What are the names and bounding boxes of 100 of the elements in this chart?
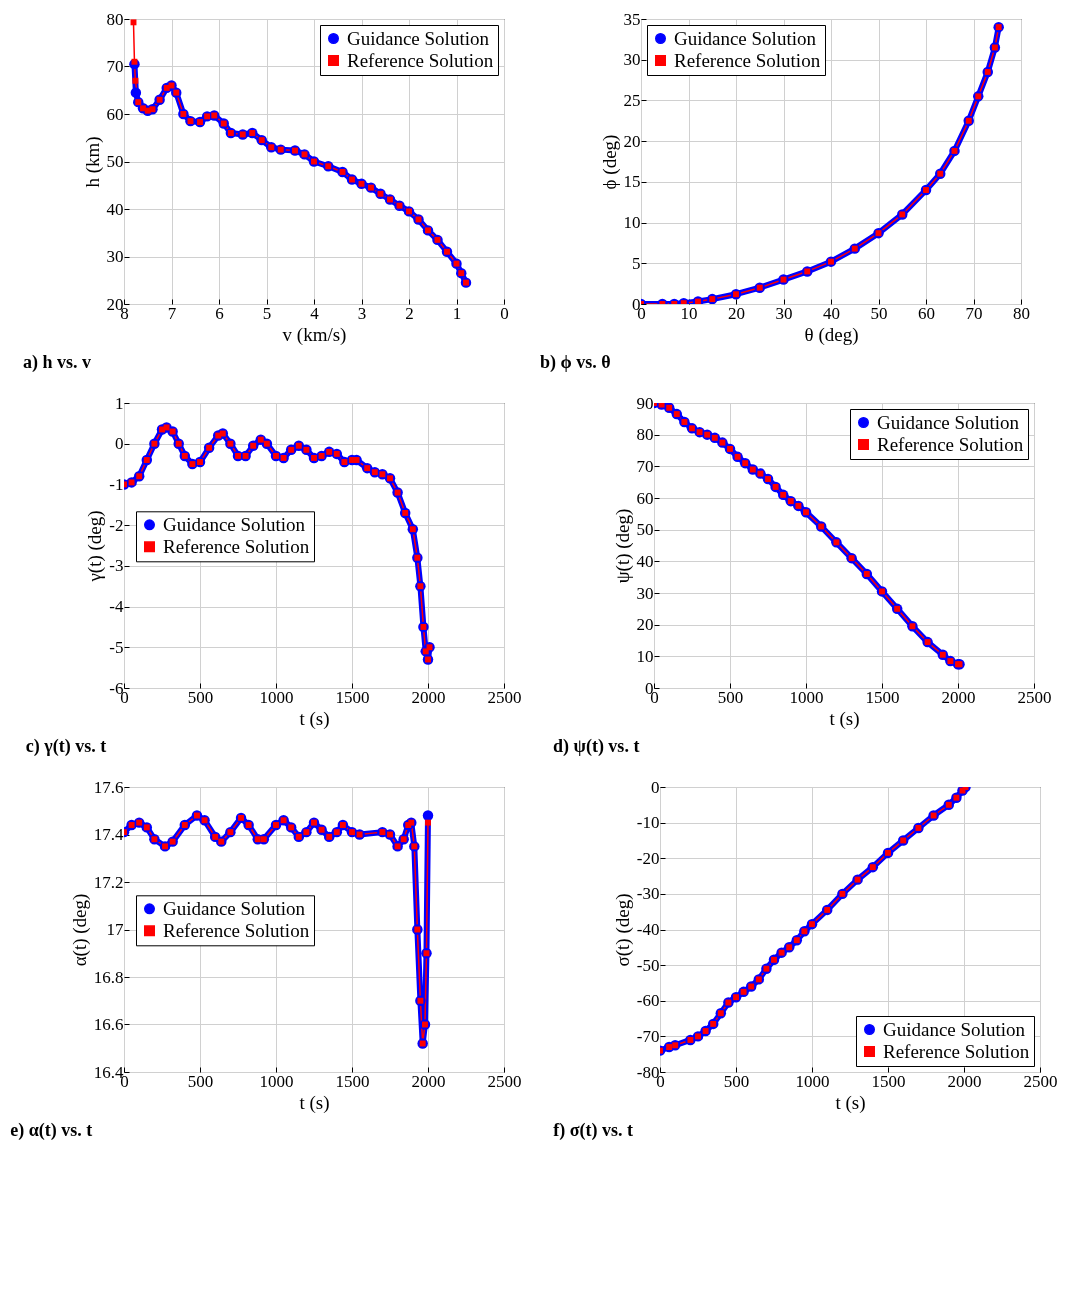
x-axis-title: t (s) (829, 707, 860, 730)
y-tick-label: -60 (636, 991, 660, 1011)
text: a) h vs. v (23, 352, 92, 373)
y-axis-title: ψ(t) (deg) (611, 508, 634, 584)
x-tick-label: 1 (452, 303, 462, 323)
text: b) ϕ vs. θ (540, 352, 611, 373)
y-tick-label: 35 (623, 9, 641, 29)
x-axis-title: t (s) (835, 1091, 866, 1114)
x-tick-label: 2500 (487, 1071, 522, 1091)
x-tick-label: 2000 (411, 1071, 446, 1091)
legend-label: Reference Solution (883, 1040, 1030, 1062)
legend-label: Reference Solution (674, 49, 821, 71)
y-tick-label: 70 (106, 57, 124, 76)
text: c) γ(t) vs. t (25, 736, 107, 757)
text: d) ψ(t) vs. t (553, 736, 640, 757)
x-tick-label: 30 (775, 303, 793, 323)
x-axis-title: θ (deg) (804, 323, 859, 346)
y-tick-label: 25 (623, 90, 641, 110)
x-tick-label: 80 (1013, 303, 1030, 323)
y-tick-label: 16.6 (93, 1015, 124, 1034)
point (131, 58, 138, 65)
legend-label: Reference Solution (163, 535, 310, 557)
x-tick-label: 500 (723, 1071, 750, 1091)
x-tick-label: 1000 (795, 1071, 830, 1091)
x-tick-label: 2000 (947, 1071, 982, 1091)
x-tick-label: 60 (918, 303, 935, 323)
legend-label: Guidance Solution (674, 27, 817, 49)
x-axis-title: t (s) (299, 1091, 330, 1114)
x-tick-label: 2000 (411, 687, 446, 707)
y-axis-title: σ(t) (deg) (611, 893, 634, 967)
point (422, 810, 434, 821)
y-tick-label: 30 (106, 247, 124, 266)
y-axis-title: γ(t) (deg) (84, 510, 107, 583)
y-tick-label: 60 (106, 104, 124, 124)
y-tick-label: 17.4 (93, 825, 124, 844)
y-tick-label: -50 (636, 955, 660, 975)
y-tick-label: 30 (623, 50, 641, 70)
y-tick-label: 17.6 (93, 777, 124, 797)
x-tick-label: 70 (965, 303, 983, 323)
legend-label: Guidance Solution (163, 897, 306, 919)
legend-label: Guidance Solution (347, 27, 490, 49)
legend-label: Reference Solution (877, 433, 1024, 455)
x-tick-label: 2500 (1023, 1071, 1058, 1091)
y-tick-label: 0 (115, 434, 124, 454)
x-tick-label: 1500 (335, 687, 370, 707)
x-tick-label: 6 (215, 303, 224, 323)
y-tick-label: 20 (623, 131, 641, 151)
x-axis-title: t (s) (299, 707, 330, 730)
x-tick-label: 0 (500, 303, 509, 323)
x-tick-label: 500 (187, 687, 214, 707)
y-tick-label: -30 (636, 884, 660, 904)
x-tick-label: 1000 (789, 687, 824, 707)
text: e) α(t) vs. t (10, 1120, 93, 1141)
y-tick-label: -5 (109, 637, 124, 657)
x-tick-label: 2500 (487, 687, 522, 707)
y-tick-label: -1 (109, 474, 124, 494)
x-axis-title: v (km/s) (282, 323, 347, 346)
x-tick-label: 20 (728, 303, 745, 323)
y-tick-label: 20 (636, 615, 654, 635)
legend-label: Guidance Solution (877, 411, 1020, 433)
y-tick-label: -2 (109, 515, 124, 535)
point (132, 77, 139, 84)
legend-label: Reference Solution (163, 919, 310, 941)
legend-label: Guidance Solution (163, 513, 306, 535)
y-tick-label: 80 (106, 9, 124, 29)
x-tick-label: 5 (262, 303, 272, 323)
y-tick-label: 50 (106, 152, 124, 171)
x-tick-label: 2000 (941, 687, 976, 707)
x-tick-label: 2 (405, 303, 414, 323)
y-tick-label: -4 (109, 597, 124, 617)
y-tick-label: 30 (636, 583, 654, 603)
x-tick-label: 1500 (335, 1071, 370, 1091)
x-tick-label: 1500 (871, 1071, 906, 1091)
x-tick-label: 2500 (1017, 687, 1052, 707)
x-tick-label: 4 (310, 303, 320, 323)
y-tick-label: -3 (109, 556, 124, 576)
x-tick-label: 40 (823, 303, 840, 323)
y-tick-label: -40 (636, 920, 660, 939)
y-tick-label: 90 (636, 393, 654, 413)
x-tick-label: 1000 (259, 1071, 294, 1091)
y-tick-label: 1 (115, 393, 124, 413)
point (130, 87, 142, 98)
x-tick-label: 500 (717, 687, 744, 707)
y-axis-title: h (km) (81, 136, 104, 188)
x-tick-label: 50 (870, 303, 888, 323)
x-tick-label: 1500 (865, 687, 900, 707)
x-tick-label: 7 (167, 303, 177, 323)
y-axis-title: ϕ (deg) (598, 134, 621, 190)
y-tick-label: 40 (636, 551, 654, 571)
x-tick-label: 500 (187, 1071, 214, 1091)
x-tick-label: 10 (680, 303, 698, 323)
y-tick-label: 60 (636, 488, 654, 508)
y-tick-label: 70 (636, 456, 654, 476)
y-tick-label: 17.2 (93, 872, 124, 892)
y-tick-label: 10 (623, 213, 641, 233)
point (425, 819, 431, 826)
x-tick-label: 1000 (259, 687, 294, 707)
text: f) σ(t) vs. t (553, 1120, 634, 1141)
y-tick-label: 5 (632, 253, 641, 273)
y-tick-label: 15 (623, 172, 641, 192)
